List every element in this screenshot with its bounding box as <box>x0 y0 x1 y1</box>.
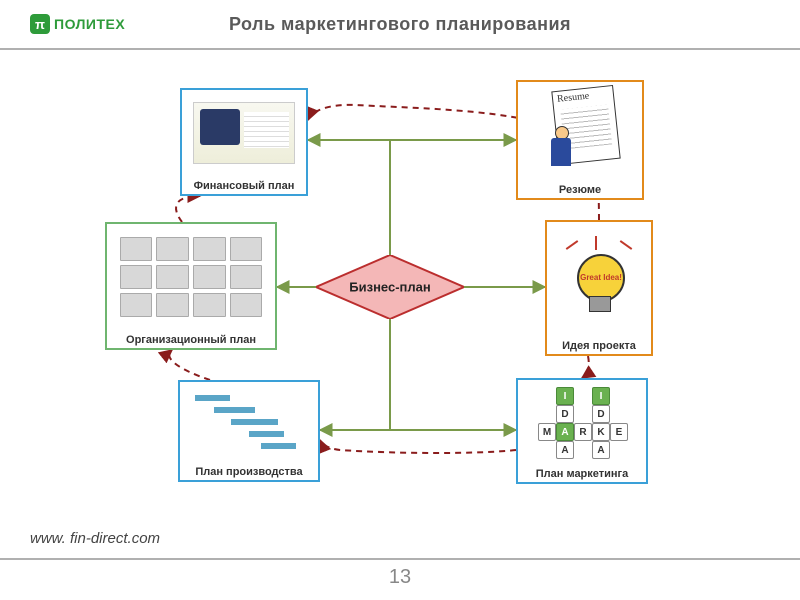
node-label: План производства <box>180 462 318 480</box>
node-label: План маркетинга <box>518 464 646 482</box>
page-number: 13 <box>0 566 800 589</box>
slide-footer: 13 <box>0 558 800 600</box>
node-label: Резюме <box>518 180 642 198</box>
thumb-gantt-icon <box>180 382 318 462</box>
thumb-resume-icon <box>518 82 642 180</box>
center-node: Бизнес-план <box>316 255 464 319</box>
node-resume: Резюме <box>516 80 644 200</box>
diagram-canvas: Бизнес-план Финансовый план Резюме Орган… <box>0 50 800 540</box>
slide-title: Роль маркетингового планирования <box>0 14 800 35</box>
node-project-idea: Great Idea! Идея проекта <box>545 220 653 356</box>
node-label: Финансовый план <box>182 176 306 194</box>
thumb-orgchart-icon <box>107 224 275 330</box>
source-link: www. fin-direct.com <box>30 530 160 547</box>
node-label: Идея проекта <box>547 336 651 354</box>
node-marketing-plan: II DD MARKE AA План маркетинга <box>516 378 648 484</box>
node-label: Организационный план <box>107 330 275 348</box>
node-production-plan: План производства <box>178 380 320 482</box>
node-financial-plan: Финансовый план <box>180 88 308 196</box>
thumb-lightbulb-icon: Great Idea! <box>547 222 651 336</box>
thumb-crossword-icon: II DD MARKE AA <box>518 380 646 464</box>
node-org-plan: Организационный план <box>105 222 277 350</box>
center-node-label: Бизнес-план <box>316 280 464 295</box>
slide-header: π ПОЛИТЕХ Роль маркетингового планирован… <box>0 0 800 50</box>
thumb-calculator-icon <box>182 90 306 176</box>
